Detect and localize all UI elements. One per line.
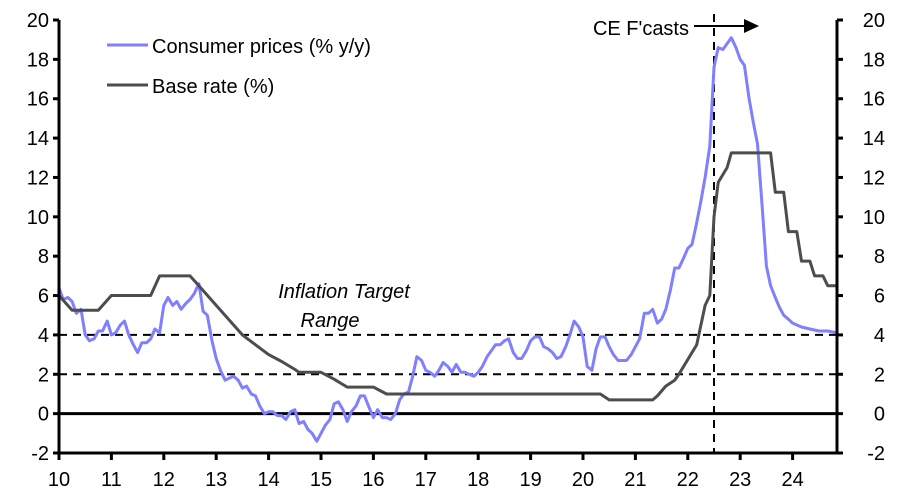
series-line-base-rate (57, 151, 838, 402)
left-y-tick-label: 8 (38, 246, 49, 268)
right-y-tick-label: 0 (874, 404, 885, 426)
right-y-tick-label: 2 (874, 364, 885, 386)
right-y-tick-label: 4 (874, 325, 885, 347)
left-y-tick-label: 0 (38, 404, 49, 426)
left-y-tick-label: 16 (27, 89, 49, 111)
target-range-label-line2: Range (301, 310, 360, 332)
left-y-tick-label: 10 (27, 207, 49, 229)
right-y-tick-label: 16 (863, 89, 885, 111)
left-y-tick-label: 14 (27, 128, 49, 150)
right-y-tick-label: 14 (863, 128, 885, 150)
x-tick-label: 18 (467, 469, 489, 491)
legend-label-base-rate: Base rate (%) (152, 76, 274, 98)
axes (53, 20, 843, 455)
right-y-tick-label: 8 (874, 246, 885, 268)
left-y-tick-label: -2 (31, 443, 49, 465)
x-tick-label: 15 (310, 469, 332, 491)
x-tick-label: 19 (519, 469, 541, 491)
x-tick-label: 12 (153, 469, 175, 491)
left-y-tick-label: 18 (27, 49, 49, 71)
left-y-tick-label: 12 (27, 167, 49, 189)
left-y-tick-label: 4 (38, 325, 49, 347)
x-tick-label: 14 (257, 469, 279, 491)
x-tick-label: 23 (729, 469, 751, 491)
forecast-label: CE F'casts (593, 18, 689, 40)
legend: Consumer prices (% y/y) Base rate (%) (107, 36, 371, 98)
right-y-tick-label: 20 (863, 10, 885, 32)
target-range-label-line1: Inflation Target (278, 281, 411, 303)
left-y-tick-label: 6 (38, 286, 49, 308)
right-y-tick-label: -2 (867, 443, 885, 465)
x-tick-label: 17 (415, 469, 437, 491)
left-y-tick-label: 20 (27, 10, 49, 32)
left-y-tick-label: 2 (38, 364, 49, 386)
x-tick-label: 13 (205, 469, 227, 491)
x-tick-label: 10 (48, 469, 70, 491)
x-tick-label: 21 (624, 469, 646, 491)
right-y-tick-label: 12 (863, 167, 885, 189)
x-tick-label: 20 (572, 469, 594, 491)
x-tick-label: 24 (781, 469, 803, 491)
x-tick-label: 16 (362, 469, 384, 491)
legend-label-consumer-prices: Consumer prices (% y/y) (152, 36, 371, 58)
x-tick-label: 22 (677, 469, 699, 491)
right-y-tick-label: 10 (863, 207, 885, 229)
forecast-arrow (694, 19, 759, 33)
series-layer (57, 36, 838, 443)
x-tick-label: 11 (101, 469, 122, 491)
right-y-tick-label: 18 (863, 49, 885, 71)
series-line-consumer-prices-y-y (57, 36, 838, 443)
right-y-tick-label: 6 (874, 286, 885, 308)
